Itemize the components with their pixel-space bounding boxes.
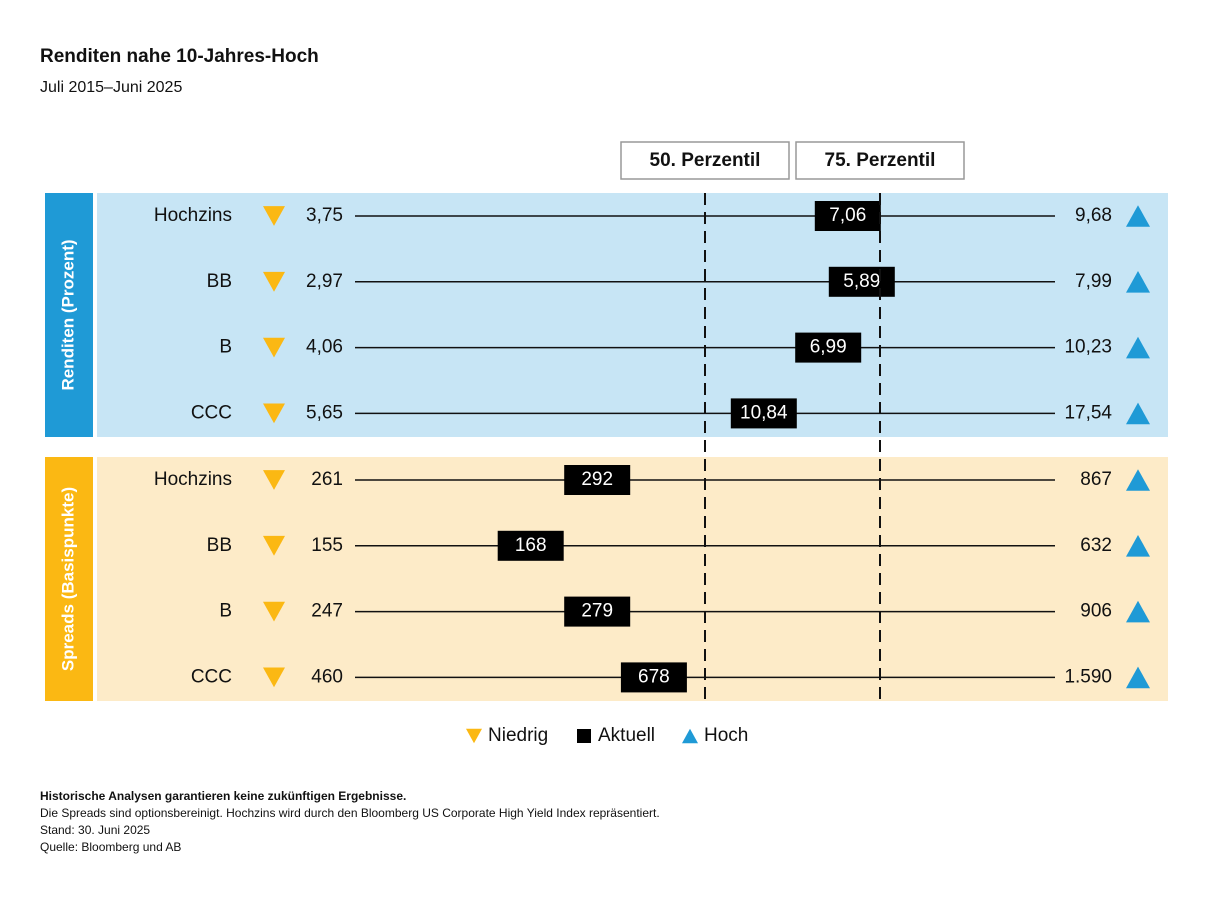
- legend-marker: [577, 729, 591, 743]
- group-label: Renditen (Prozent): [58, 239, 77, 390]
- group-label: Spreads (Basispunkte): [58, 487, 77, 671]
- high-marker: [1126, 600, 1150, 623]
- current-label: 292: [581, 469, 613, 490]
- panel: [45, 457, 1168, 701]
- footnote: Quelle: Bloomberg und AB: [40, 840, 181, 854]
- legend-marker: [682, 728, 698, 744]
- high-label: 1.590: [1064, 666, 1112, 687]
- current-box: [564, 465, 631, 495]
- high-label: 10,23: [1064, 337, 1112, 358]
- low-marker: [263, 667, 285, 688]
- category-label: BB: [207, 535, 232, 556]
- current-box: [564, 596, 631, 627]
- low-label: 5,65: [306, 402, 343, 423]
- low-label: 247: [311, 601, 343, 622]
- current-box: [828, 266, 895, 297]
- low-label: 2,97: [306, 271, 343, 292]
- current-box: [620, 662, 687, 693]
- high-label: 7,99: [1075, 271, 1112, 292]
- high-marker: [1126, 271, 1150, 293]
- high-marker: [1126, 336, 1150, 359]
- current-label: 10,84: [740, 402, 788, 423]
- category-label: Hochzins: [154, 205, 232, 226]
- reference-label: 75. Perzentil: [825, 150, 936, 171]
- reference-box: [620, 141, 790, 180]
- chart-subtitle: Juli 2015–Juni 2025: [40, 79, 182, 96]
- legend-marker: [466, 728, 482, 744]
- current-label: 5,89: [843, 271, 880, 292]
- chart-title: Renditen nahe 10-Jahres-Hoch: [40, 46, 319, 67]
- current-label: 168: [515, 535, 547, 556]
- reference-box: [795, 141, 965, 180]
- current-box: [814, 201, 881, 231]
- high-label: 632: [1080, 535, 1112, 556]
- category-label: B: [219, 337, 232, 358]
- category-label: CCC: [191, 402, 232, 423]
- low-marker: [263, 470, 285, 490]
- low-label: 155: [311, 535, 343, 556]
- footnote: Historische Analysen garantieren keine z…: [40, 789, 406, 803]
- panel: [45, 193, 1168, 437]
- current-label: 678: [638, 666, 670, 687]
- low-marker: [263, 403, 285, 424]
- low-label: 261: [311, 469, 343, 490]
- low-marker: [263, 337, 285, 358]
- high-marker: [1126, 402, 1150, 425]
- high-marker: [1126, 469, 1150, 491]
- current-box: [795, 332, 862, 363]
- category-label: CCC: [191, 666, 232, 687]
- high-label: 17,54: [1064, 402, 1112, 423]
- panel-strip: [45, 457, 93, 701]
- high-label: 906: [1080, 601, 1112, 622]
- category-label: BB: [207, 271, 232, 292]
- legend-label: Aktuell: [598, 725, 655, 746]
- footnote: Stand: 30. Juni 2025: [40, 823, 150, 837]
- strip-gap: [93, 457, 97, 701]
- current-label: 279: [581, 601, 613, 622]
- current-box: [730, 398, 797, 429]
- low-label: 460: [311, 666, 343, 687]
- high-marker: [1126, 666, 1150, 689]
- panel-strip: [45, 193, 93, 437]
- legend-label: Hoch: [704, 725, 748, 746]
- low-label: 3,75: [306, 205, 343, 226]
- low-marker: [263, 271, 285, 292]
- footnote: Die Spreads sind optionsbereinigt. Hochz…: [40, 806, 660, 820]
- high-marker: [1126, 205, 1150, 227]
- category-label: Hochzins: [154, 469, 232, 490]
- category-label: B: [219, 601, 232, 622]
- strip-gap: [93, 193, 97, 437]
- current-box: [497, 530, 564, 561]
- current-label: 7,06: [829, 205, 866, 226]
- current-label: 6,99: [810, 337, 847, 358]
- low-marker: [263, 601, 285, 622]
- low-label: 4,06: [306, 337, 343, 358]
- low-marker: [263, 535, 285, 556]
- high-label: 867: [1080, 469, 1112, 490]
- reference-label: 50. Perzentil: [650, 150, 761, 171]
- high-label: 9,68: [1075, 205, 1112, 226]
- high-marker: [1126, 535, 1150, 557]
- legend-label: Niedrig: [488, 725, 548, 746]
- low-marker: [263, 206, 285, 226]
